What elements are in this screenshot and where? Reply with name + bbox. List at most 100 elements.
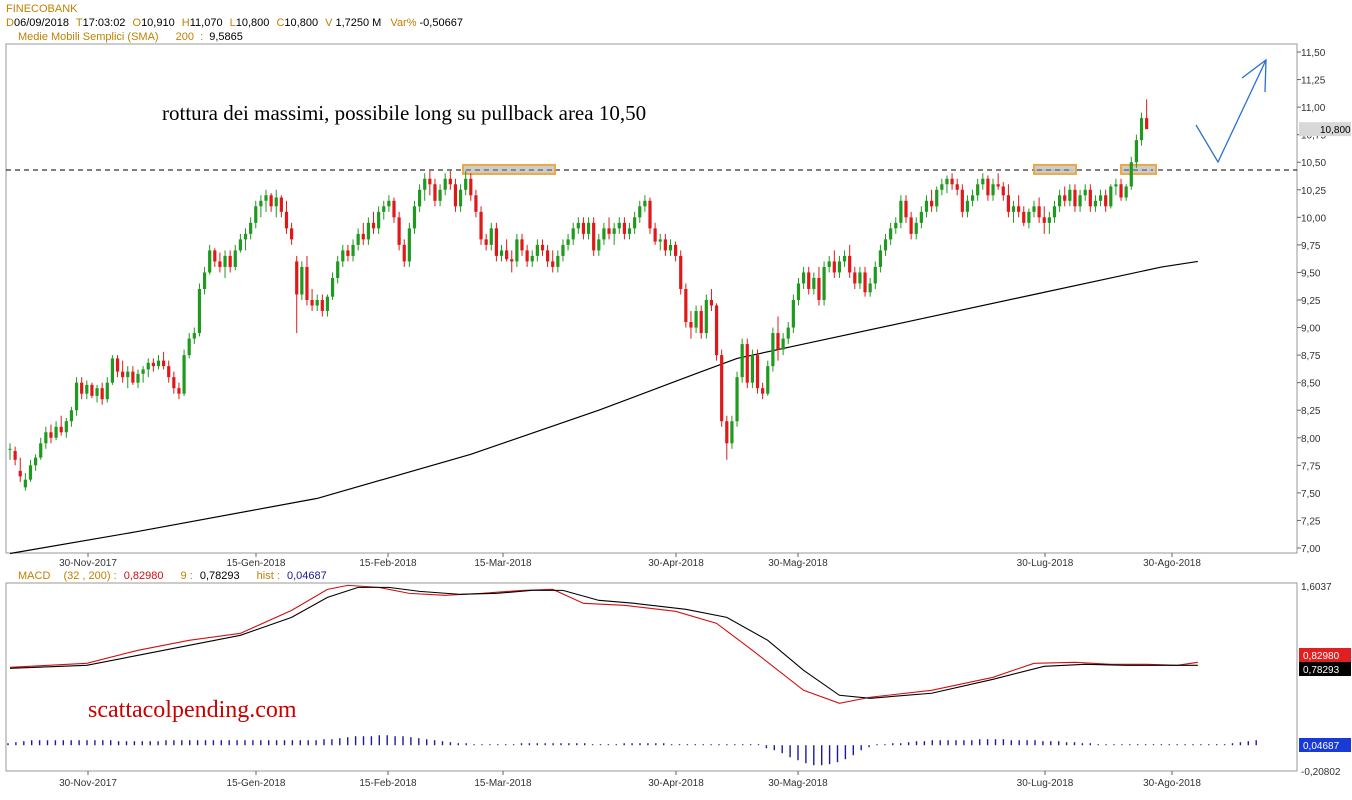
candle-down <box>950 178 954 185</box>
candle-up <box>1047 217 1051 223</box>
candle-up <box>945 178 949 185</box>
price-tick-label: 10,00 <box>1301 213 1326 224</box>
candle-up <box>489 228 493 245</box>
price-tick-label: 11,25 <box>1301 76 1326 87</box>
candle-up <box>633 217 637 229</box>
candle-down <box>663 239 667 251</box>
date-label: D <box>6 17 14 29</box>
date-label-top: 30-Lug-2018 <box>1017 558 1074 569</box>
candle-up <box>95 388 99 396</box>
candle-down <box>162 360 166 367</box>
price-tick-label: 9,75 <box>1301 241 1321 252</box>
date-label-top: 30-Ago-2018 <box>1143 558 1201 569</box>
low-value: 10,800 <box>236 17 270 29</box>
date-label-top: 30-Mag-2018 <box>768 558 828 569</box>
candle-up <box>1134 140 1138 163</box>
candle-up <box>499 250 504 256</box>
last-price-label: 10,800 <box>1320 125 1351 136</box>
candle-down <box>1104 195 1108 207</box>
candle-down <box>479 211 483 240</box>
candle-up <box>883 239 888 251</box>
candle-up <box>878 250 882 267</box>
price-tick-label: 8,00 <box>1301 434 1321 445</box>
candle-up <box>561 244 565 256</box>
candle-down <box>684 288 688 323</box>
candle-down <box>607 228 611 234</box>
candle-down <box>581 222 586 234</box>
candle-down <box>505 250 509 260</box>
candle-down <box>679 255 683 289</box>
macd-axis: 1,6037 -0,20802 0,82980 0,78293 0,04687 <box>1299 582 1351 778</box>
date-label-top: 30-Apr-2018 <box>648 558 704 569</box>
candle-down <box>371 222 376 229</box>
price-tick-label: 7,50 <box>1301 489 1321 500</box>
price-axis: 7,00 7,25 7,50 7,75 8,00 8,25 8,50 8,75 9,00 9,25… <box>1297 48 1351 555</box>
candle-up <box>940 184 944 190</box>
candle-up <box>914 222 918 234</box>
annotation-text: rottura dei massimi, possibile long su p… <box>162 101 646 125</box>
price-tick-label: 9,00 <box>1301 324 1321 335</box>
candle-down <box>1073 189 1077 207</box>
candle-up <box>571 228 575 240</box>
resistance-zone <box>462 163 556 175</box>
resistance-zone <box>1120 163 1157 175</box>
candle-down <box>115 358 120 372</box>
macd-value: 0,82980 <box>124 570 164 582</box>
price-panel-frame <box>5 43 1298 554</box>
time-value: 17:03:02 <box>83 17 126 29</box>
candle-down <box>310 300 314 306</box>
price-tick-label: 8,25 <box>1301 406 1321 417</box>
candle-down <box>90 384 94 396</box>
candle-down <box>305 266 309 300</box>
candle-up <box>254 206 258 223</box>
candle-up <box>1109 186 1113 207</box>
candle-up <box>740 344 744 378</box>
candle-up <box>924 200 929 212</box>
candle-down <box>346 250 350 256</box>
candle-up <box>766 366 770 394</box>
sma-label: Medie Mobili Semplici (SMA) <box>18 31 159 43</box>
candle-down <box>996 184 1000 187</box>
candle-up <box>586 222 591 234</box>
candle-up <box>1098 195 1103 201</box>
candle-down <box>402 244 406 262</box>
candle-up <box>8 448 12 450</box>
candle-down <box>392 200 396 218</box>
candle-up <box>991 184 995 196</box>
candle-up <box>74 382 79 411</box>
candle-down <box>469 178 473 196</box>
candle-up <box>965 200 970 212</box>
candle-up <box>23 479 27 488</box>
date-axis-top: 30-Nov-2017 15-Gen-2018 15-Feb-2018 15-Mar-… <box>59 553 1201 569</box>
macd-signal-label: 9 : <box>181 570 193 582</box>
candle-up <box>796 283 801 300</box>
candle-up <box>197 288 202 334</box>
candle-up <box>438 189 442 201</box>
price-tick-label: 11,00 <box>1301 103 1326 114</box>
candle-down <box>494 228 498 256</box>
last-price-tag <box>1299 122 1351 137</box>
candle-down <box>448 178 452 185</box>
candle-up <box>336 261 340 278</box>
candle-down <box>213 250 217 262</box>
candle-down <box>218 261 222 267</box>
candle-down <box>172 377 176 389</box>
candle-up <box>259 200 263 207</box>
candle-down <box>151 362 155 367</box>
date-label-top: 30-Nov-2017 <box>59 558 117 569</box>
candle-up <box>730 421 734 444</box>
candle-down <box>817 277 821 300</box>
candle-down <box>904 200 908 218</box>
candle-down <box>100 388 104 400</box>
candle-down <box>551 261 555 267</box>
candle-up <box>643 200 647 207</box>
candle-up <box>110 358 114 383</box>
high-value: 11,070 <box>190 17 223 29</box>
price-tick-label: 8,50 <box>1301 379 1321 390</box>
candle-down <box>121 371 125 378</box>
candle-up <box>156 360 161 367</box>
candle-down <box>1088 189 1092 207</box>
candle-up <box>300 266 304 295</box>
macd-header-line: MACD (32 , 200) : 0,82980 9 : 0,78293 hi… <box>18 570 327 582</box>
